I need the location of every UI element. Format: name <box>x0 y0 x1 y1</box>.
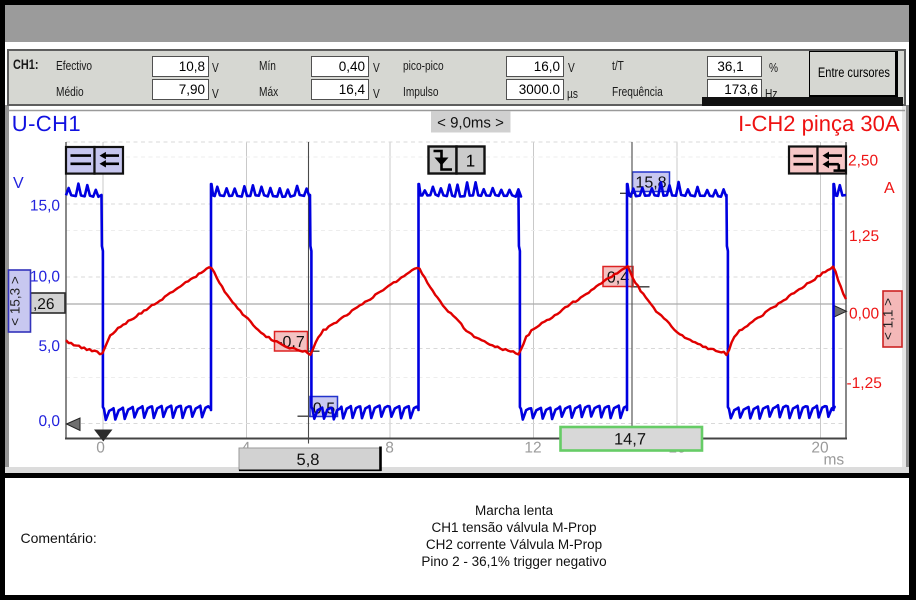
svg-text:20: 20 <box>811 440 829 457</box>
svg-text:V: V <box>13 175 24 192</box>
svg-text:ms: ms <box>824 452 845 469</box>
svg-text:0: 0 <box>96 440 105 457</box>
svg-text:12: 12 <box>524 440 541 457</box>
svg-text:0,4: 0,4 <box>607 270 629 287</box>
svg-text:1,25: 1,25 <box>849 228 879 245</box>
svg-text:0,5: 0,5 <box>313 401 335 418</box>
svg-text:A: A <box>884 180 895 197</box>
svg-text:10,0: 10,0 <box>30 269 61 286</box>
svg-text:-1,25: -1,25 <box>847 375 882 392</box>
svg-text:8: 8 <box>385 440 394 457</box>
svg-text:U-CH1: U-CH1 <box>12 111 81 136</box>
svg-text:0,0: 0,0 <box>38 413 60 430</box>
svg-text:5,0: 5,0 <box>38 338 60 355</box>
svg-text:0,00: 0,00 <box>849 306 880 323</box>
svg-text:I-CH2 pinça 30A: I-CH2 pinça 30A <box>738 111 900 136</box>
svg-text:1: 1 <box>466 152 475 171</box>
svg-text:2,50: 2,50 <box>848 153 879 170</box>
svg-text:14,7: 14,7 <box>614 431 646 449</box>
svg-text:< 9,0ms >: < 9,0ms > <box>437 115 504 132</box>
svg-text:< 1,1 >: < 1,1 > <box>881 298 896 340</box>
svg-text:5,8: 5,8 <box>297 451 320 469</box>
svg-text:,26: ,26 <box>33 296 55 313</box>
svg-text:< 15,3 >: < 15,3 > <box>8 276 23 326</box>
svg-text:15,0: 15,0 <box>30 198 61 215</box>
